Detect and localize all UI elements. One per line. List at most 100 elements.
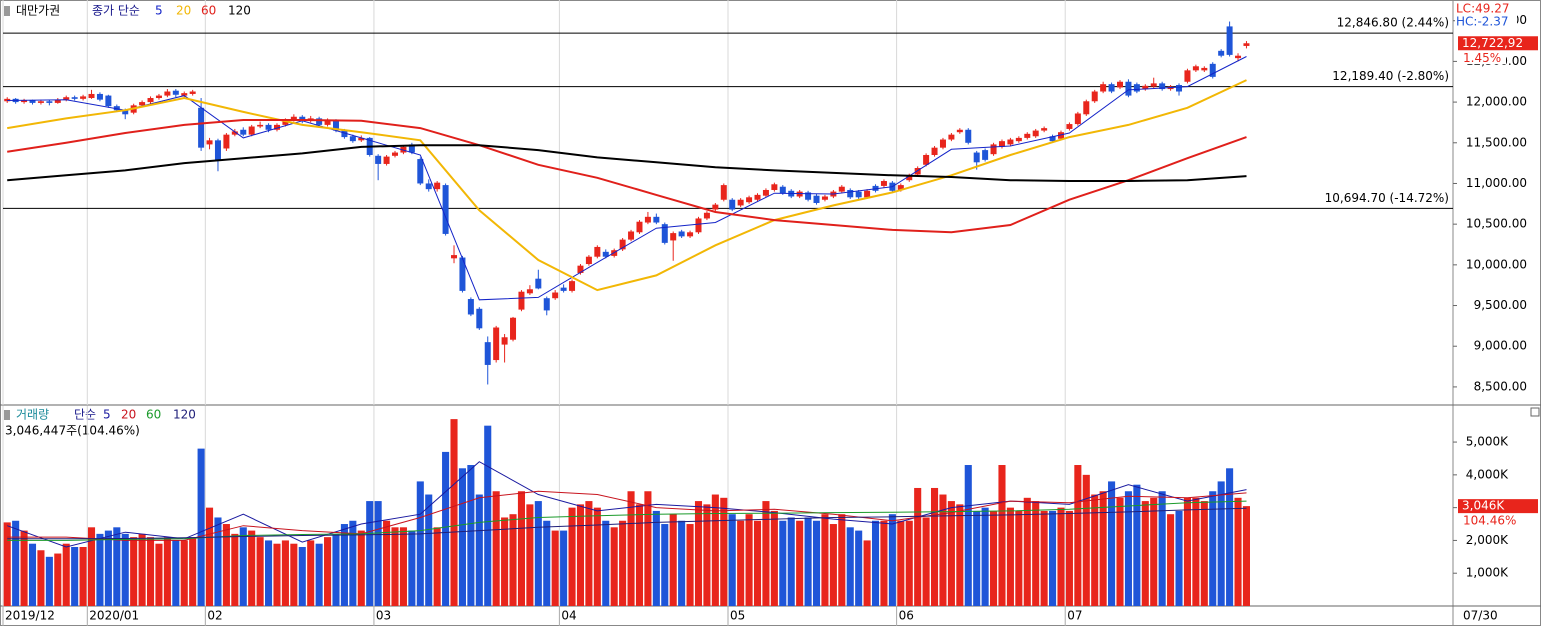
candle-body: [678, 231, 685, 237]
candle-body: [965, 129, 972, 143]
candle-body: [847, 189, 854, 198]
candle-body: [737, 199, 744, 206]
candle-body: [172, 90, 179, 95]
volume-bar: [568, 507, 576, 606]
volume-bar: [1065, 510, 1073, 606]
volume-bar: [391, 527, 399, 606]
candle-body: [341, 130, 348, 138]
candle-body: [602, 251, 609, 257]
candle-body: [105, 95, 112, 107]
x-tick-label: 06: [899, 609, 914, 623]
volume-bar: [3, 522, 11, 606]
candle-body: [408, 144, 415, 153]
volume-bar: [931, 487, 939, 606]
candle-body: [619, 239, 626, 250]
volume-bar: [711, 494, 719, 606]
volume-bar: [433, 527, 441, 606]
candle-body: [577, 265, 584, 273]
volume-bar: [146, 537, 155, 606]
candle-body: [63, 97, 70, 100]
candle-body: [762, 189, 769, 196]
candle-body: [585, 256, 592, 265]
candle-body: [46, 101, 53, 103]
panel-icon[interactable]: [4, 6, 10, 16]
volume-bar: [779, 520, 787, 606]
volume-bar: [644, 491, 652, 606]
volume-bar: [1158, 491, 1166, 606]
volume-bar: [425, 494, 433, 606]
y-tick-label: 10,500.00: [1466, 217, 1527, 231]
volume-bar: [20, 530, 28, 606]
volume-bar: [340, 524, 348, 606]
legend-entry: 20: [121, 408, 136, 422]
ma-line: [7, 56, 1247, 301]
volume-bar: [12, 520, 20, 606]
panel-icon[interactable]: [4, 410, 10, 420]
candle-body: [96, 93, 103, 100]
last-volume-label: 3,046K: [1462, 499, 1505, 513]
y-tick-label: 5,000K: [1466, 435, 1509, 449]
candle-body: [1041, 128, 1048, 131]
candle-body: [493, 327, 500, 361]
candle-body: [375, 155, 382, 164]
candle-body: [695, 218, 702, 233]
candle-body: [1209, 63, 1216, 77]
candle-body: [670, 233, 677, 241]
candle-body: [526, 289, 533, 294]
candle-body: [299, 116, 306, 121]
volume-bar: [888, 514, 896, 606]
volume-bar: [812, 520, 821, 606]
candle-body: [661, 224, 668, 243]
volume-bar: [762, 501, 770, 606]
volume-bar: [829, 524, 837, 606]
volume-bar: [1108, 481, 1116, 606]
volume-bar: [593, 507, 601, 606]
volume-bar: [1091, 494, 1099, 606]
volume-bar: [121, 533, 129, 606]
volume-bar: [138, 533, 146, 606]
legend-entry: 120: [228, 4, 251, 18]
reference-label: 10,694.70 (-14.72%): [1325, 191, 1449, 205]
candle-body: [897, 185, 904, 190]
candle-body: [864, 190, 871, 198]
volume-bar: [1074, 465, 1082, 606]
candle-body: [425, 183, 432, 190]
legend-entry: 60: [146, 408, 161, 422]
volume-bar: [1023, 497, 1031, 606]
chart-title: 거래량: [16, 408, 49, 422]
volume-bar: [753, 520, 762, 606]
volume-bar: [1183, 497, 1191, 606]
candle-body: [535, 278, 542, 289]
volume-bar: [661, 524, 669, 606]
candle-body: [206, 140, 213, 145]
volume-bar: [416, 481, 424, 606]
candle-body: [990, 144, 997, 155]
volume-bar: [180, 540, 188, 606]
volume-bar: [745, 514, 753, 606]
candle-body: [113, 106, 120, 111]
y-tick-label: 10,000.00: [1466, 257, 1527, 271]
volume-bar: [509, 514, 517, 606]
volume-bar: [307, 540, 315, 606]
candle-body: [257, 124, 264, 127]
candle-body: [358, 137, 365, 141]
candle-body: [1125, 81, 1132, 96]
close-icon[interactable]: [1530, 407, 1540, 417]
volume-bar: [627, 491, 635, 606]
marks-layer: [3, 21, 1250, 606]
candle-body: [273, 124, 280, 130]
candle-body: [1091, 91, 1098, 102]
x-tick-label: 07: [1067, 609, 1082, 623]
volume-bar: [517, 491, 525, 606]
candle-body: [1117, 81, 1124, 88]
legend-entry: 60: [201, 4, 216, 18]
volume-bar: [914, 487, 922, 606]
volume-bar: [686, 524, 694, 606]
volume-bar: [189, 537, 197, 606]
volume-bar: [821, 514, 829, 606]
volume-bar: [222, 524, 230, 606]
candle-body: [1074, 113, 1081, 125]
candle-body: [923, 154, 930, 165]
volume-bar: [28, 543, 37, 606]
